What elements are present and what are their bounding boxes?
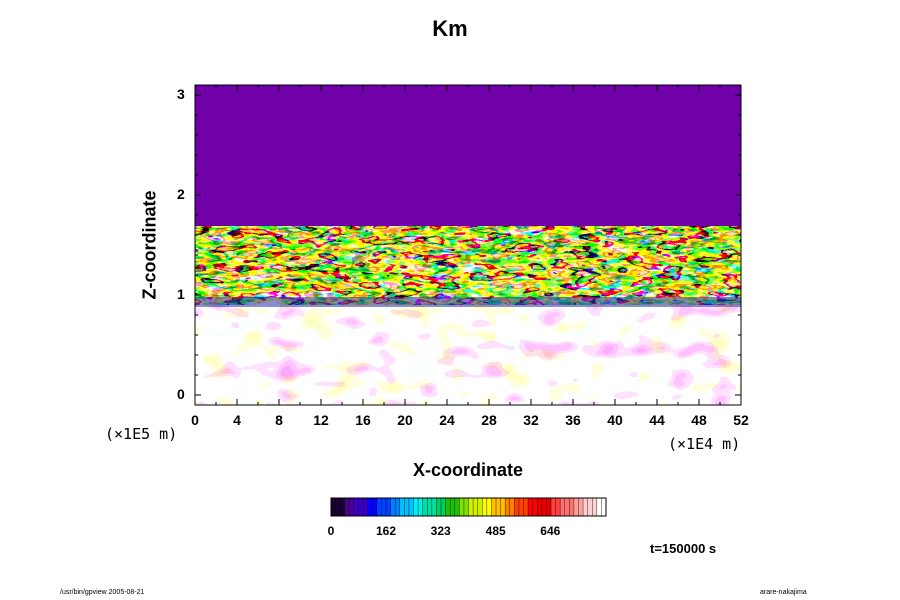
colorbar-cell [431,498,437,516]
x-tick-label: 36 [565,412,581,428]
colorbar-tick-label: 162 [375,524,397,538]
colorbar-tick-label: 0 [327,524,335,538]
top-uniform-region [195,85,741,226]
colorbar-cell [381,498,387,516]
colorbar-cell [578,498,584,516]
colorbar-cell [596,498,602,516]
x-axis-label: X-coordinate [412,460,523,480]
colorbar-cell [367,498,373,516]
colorbar-cell [528,498,533,516]
colorbar-cell [509,498,515,516]
colorbar-cell [463,498,469,516]
colorbar-cell [564,498,570,516]
x-tick-label: 48 [691,412,707,428]
colorbar-cell [569,498,575,516]
time-label: t=150000 s [650,541,717,556]
colorbar-cell [445,498,451,516]
colorbar-cell [555,498,561,516]
colorbar-cell [390,498,396,516]
colorbar [330,497,607,517]
colorbar-cell [560,498,566,516]
chart-title: Km [432,16,468,41]
colorbar-tick-label: 646 [540,524,561,538]
colorbar-cell [386,498,391,516]
colorbar-cell [413,498,419,516]
colorbar-cell [436,498,442,516]
x-tick-label: 24 [439,412,455,428]
colorbar-cell [486,498,492,516]
colorbar-cell [477,498,483,516]
colorbar-cell [441,498,446,516]
colorbar-tick-label: 323 [430,524,451,538]
footer-right: arare-nakajima [760,589,807,596]
y-tick-label: 2 [177,186,185,202]
colorbar-cell [376,498,382,516]
colorbar-cell [459,498,465,516]
y-tick-label: 1 [177,286,185,302]
x-tick-label: 28 [481,412,497,428]
colorbar-cell [331,498,336,516]
colorbar-cell [537,498,543,516]
y-scale-label: (×1E5 m) [105,425,178,443]
colorbar-cell [505,498,511,516]
x-tick-label: 12 [313,412,329,428]
footer-left: /usr/bin/gpview 2005-08-21 [60,589,145,596]
inversion-band [195,297,741,307]
colorbar-cell [514,498,520,516]
x-tick-label: 40 [607,412,623,428]
colorbar-cell [523,498,529,516]
colorbar-cell [587,498,593,516]
colorbar-cell [541,498,547,516]
lower-region [195,305,741,405]
colorbar-cell [372,498,378,516]
colorbar-cell [532,498,538,516]
colorbar-cell [422,498,428,516]
colorbar-cell [418,498,423,516]
axis-ticks [194,85,742,405]
colorbar-cell [482,498,488,516]
colorbar-tick-label: 485 [485,524,506,538]
colorbar-cell [473,498,478,516]
colorbar-cell [551,498,556,516]
colorbar-frame [330,497,607,517]
colorbar-cell [408,498,414,516]
colorbar-cell [395,498,401,516]
x-tick-label: 44 [649,412,665,428]
x-tick-label: 0 [191,412,199,428]
colorbar-cell [583,498,588,516]
colorbar-cell [450,498,456,516]
colorbar-cell [358,498,364,516]
y-tick-label: 0 [177,386,185,402]
y-tick-label: 3 [177,86,185,102]
colorbar-cell [344,498,350,516]
colorbar-cell [601,498,607,516]
colorbar-cell [363,498,368,516]
colorbar-cell [518,498,524,516]
colorbar-cell [404,498,410,516]
x-tick-label: 4 [233,412,241,428]
colorbar-cell [427,498,433,516]
colorbar-cell [349,498,355,516]
turbulent-region [195,225,741,305]
colorbar-cell [546,498,552,516]
colorbar-cell [573,498,579,516]
x-tick-label: 52 [733,412,749,428]
colorbar-cell [353,498,359,516]
colorbar-cell [468,498,474,516]
colorbar-cell [496,498,501,516]
colorbar-cell [340,498,346,516]
x-tick-label: 8 [275,412,283,428]
colorbar-cell [592,498,598,516]
colorbar-cell [500,498,506,516]
x-tick-label: 16 [355,412,371,428]
colorbar-cell [491,498,497,516]
x-tick-label: 20 [397,412,413,428]
colorbar-cell [399,498,405,516]
colorbar-cell [335,498,341,516]
x-tick-label: 32 [523,412,539,428]
x-scale-label: (×1E4 m) [668,435,741,453]
colorbar-cell [454,498,460,516]
